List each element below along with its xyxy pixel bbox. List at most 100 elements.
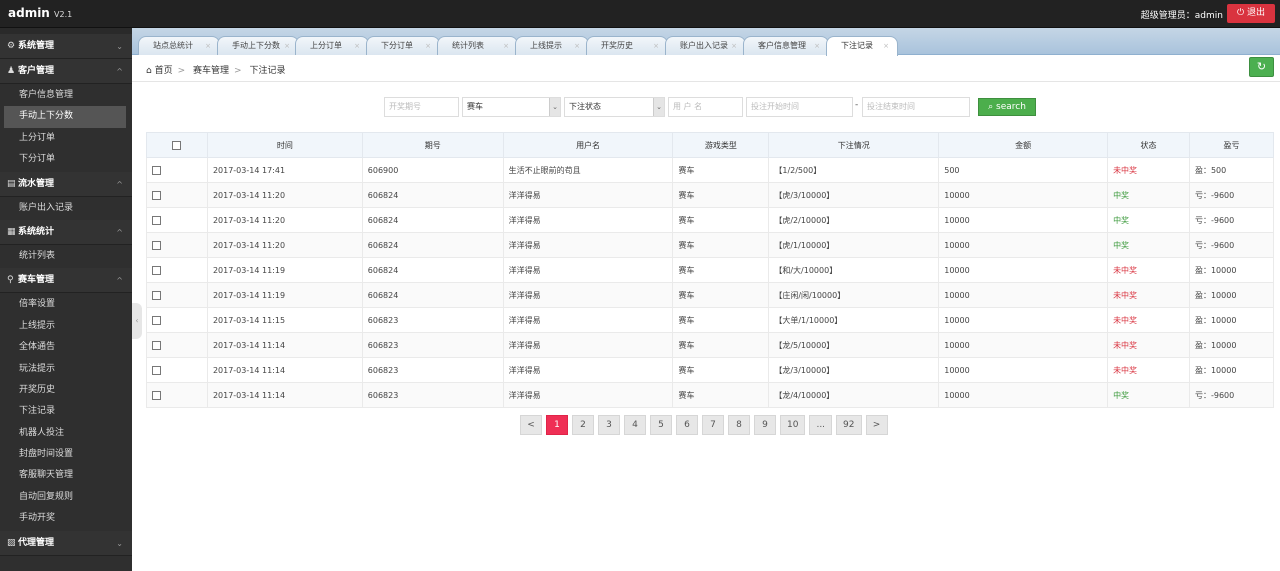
table-row: 2017-03-14 11:15 606823 洋洋得易 赛车 【大单/1/10000】… xyxy=(146,307,1275,333)
checkbox-cell xyxy=(146,332,208,358)
sidebar-group-header[interactable]: ▤ 流水管理 ^ xyxy=(0,171,132,197)
table-cell: 2017-03-14 11:14 xyxy=(206,357,363,383)
sidebar-item[interactable]: 客户信息管理 xyxy=(19,90,74,100)
tab[interactable]: 下注记录 × xyxy=(826,36,898,56)
sidebar-group-header[interactable]: ⚙ 系统管理 ⌄ xyxy=(0,34,132,59)
sidebar-item[interactable]: 机器人投注 xyxy=(19,427,65,438)
checkbox-cell xyxy=(146,282,208,308)
sidebar-item[interactable]: 下注记录 xyxy=(19,406,56,417)
sidebar-item[interactable]: 手动开奖 xyxy=(19,513,56,524)
page-button[interactable]: 9 xyxy=(754,415,776,435)
tab[interactable]: 上线提示 × xyxy=(515,36,589,55)
chevron-down-icon: ⌄ xyxy=(116,42,123,51)
username-input[interactable]: 用 户 名 xyxy=(668,97,743,117)
bet-records-table: 时间 期号 用户名 游戏类型 下注情况 金额 状态 盈亏 2017-03-14 17:41 60… xyxy=(146,132,1275,408)
sidebar-item[interactable]: 上分订单 xyxy=(19,132,56,143)
end-time-input[interactable]: 投注结束时间 xyxy=(862,97,970,117)
row-checkbox[interactable] xyxy=(152,365,161,375)
table-row: 2017-03-14 11:14 606823 洋洋得易 赛车 【龙/3/10000】 1… xyxy=(146,357,1275,383)
sidebar-item[interactable]: 统计列表 xyxy=(19,250,56,261)
sidebar-group-label: 赛车管理 xyxy=(18,275,55,286)
page-button[interactable]: 10 xyxy=(780,415,806,435)
next-page-button[interactable]: > xyxy=(865,415,888,435)
close-icon[interactable]: × xyxy=(205,42,211,50)
sidebar-item[interactable]: 倍率设置 xyxy=(19,299,56,310)
row-checkbox[interactable] xyxy=(152,215,161,225)
tab[interactable]: 客户信息管理 × xyxy=(743,36,829,55)
row-checkbox[interactable] xyxy=(152,240,161,250)
sidebar-item[interactable]: 封盘时间设置 xyxy=(19,449,74,460)
table-cell: 【虎/2/10000】 xyxy=(768,207,940,233)
breadcrumb-section[interactable]: 赛车管理 xyxy=(193,66,230,76)
tab-label: 站点总统计 xyxy=(153,41,193,50)
table-cell: 盈：500 xyxy=(1188,157,1275,183)
page-button[interactable]: 1 xyxy=(546,415,568,435)
select-all-checkbox[interactable] xyxy=(172,140,182,150)
tab[interactable]: 统计列表 × xyxy=(437,36,518,55)
page-button[interactable]: 4 xyxy=(624,415,646,435)
tab[interactable]: 上分订单 × xyxy=(295,36,369,55)
close-icon[interactable]: × xyxy=(731,42,737,50)
table-cell: 【龙/4/10000】 xyxy=(768,382,940,408)
status-select[interactable]: 下注状态 ⌄ xyxy=(564,97,665,117)
breadcrumb-home[interactable]: 首页 xyxy=(154,66,173,76)
page-button[interactable]: 5 xyxy=(650,415,672,435)
close-icon[interactable]: × xyxy=(354,42,360,50)
row-checkbox[interactable] xyxy=(152,165,161,175)
tab[interactable]: 手动上下分数 × xyxy=(217,36,299,55)
search-button[interactable]: ⌕ search xyxy=(978,98,1036,116)
sidebar-item[interactable]: 账户出入记录 xyxy=(19,202,74,213)
page-button[interactable]: 7 xyxy=(702,415,724,435)
row-checkbox[interactable] xyxy=(152,390,161,400)
sidebar-group-header[interactable]: ♟ 客户管理 ^ xyxy=(0,59,132,84)
logout-button[interactable]: ⏻ 退出 xyxy=(1227,4,1275,23)
sidebar-item[interactable]: 客服聊天管理 xyxy=(19,470,74,481)
row-checkbox[interactable] xyxy=(152,290,161,300)
row-checkbox[interactable] xyxy=(152,315,161,325)
start-time-input[interactable]: 投注开始时间 xyxy=(746,97,853,117)
close-icon[interactable]: × xyxy=(284,42,290,50)
table-cell: 606824 xyxy=(361,182,504,208)
tab[interactable]: 下分订单 × xyxy=(366,36,440,55)
close-icon[interactable]: × xyxy=(425,42,431,50)
close-icon[interactable]: × xyxy=(574,42,580,50)
page-button[interactable]: 3 xyxy=(598,415,620,435)
table-row: 2017-03-14 11:20 606824 洋洋得易 赛车 【虎/1/10000】 1… xyxy=(146,232,1275,258)
tab[interactable]: 站点总统计 × xyxy=(138,36,220,55)
sidebar-group-header[interactable]: ⚲ 赛车管理 ^ xyxy=(0,268,132,294)
sidebar-item[interactable]: 下分订单 xyxy=(19,154,56,165)
issue-number-input[interactable]: 开奖期号 xyxy=(384,97,459,117)
prev-page-button[interactable]: < xyxy=(520,415,542,435)
sidebar-item[interactable]: 上线提示 xyxy=(19,320,56,331)
page-button[interactable]: 2 xyxy=(572,415,594,435)
row-checkbox[interactable] xyxy=(152,340,161,350)
close-icon[interactable]: × xyxy=(883,42,889,50)
table-cell: 洋洋得易 xyxy=(502,207,674,233)
close-icon[interactable]: × xyxy=(503,42,509,50)
row-checkbox[interactable] xyxy=(152,190,161,200)
table-cell: 赛车 xyxy=(672,232,770,258)
checkbox-cell xyxy=(146,357,208,383)
tab[interactable]: 账户出入记录 × xyxy=(665,36,746,55)
range-separator: - xyxy=(855,100,859,110)
collapse-sidebar-toggle[interactable]: ‹ xyxy=(132,303,142,339)
page-button[interactable]: 6 xyxy=(676,415,698,435)
sidebar-item[interactable]: 玩法提示 xyxy=(19,363,56,374)
game-select[interactable]: 赛车 ⌄ xyxy=(462,97,561,117)
row-checkbox[interactable] xyxy=(152,265,161,275)
checkbox-cell xyxy=(146,207,208,233)
refresh-button[interactable]: ↻ xyxy=(1249,57,1274,77)
table-cell: 洋洋得易 xyxy=(502,307,674,333)
tab[interactable]: 开奖历史 × xyxy=(586,36,668,55)
sidebar-group-header[interactable]: ▦ 系统统计 ^ xyxy=(0,219,132,245)
sidebar-group-header[interactable]: ▨ 代理管理 ⌄ xyxy=(0,530,132,556)
close-icon[interactable]: × xyxy=(814,42,820,50)
table-cell: 赛车 xyxy=(672,357,770,383)
sidebar-item[interactable]: 全体通告 xyxy=(19,342,56,353)
page-button[interactable]: 92 xyxy=(836,415,862,435)
sidebar-item[interactable]: 开奖历史 xyxy=(19,384,56,395)
sidebar-item[interactable]: 手动上下分数 xyxy=(4,106,126,128)
page-button[interactable]: 8 xyxy=(728,415,750,435)
sidebar-item[interactable]: 自动回复规则 xyxy=(19,491,74,502)
close-icon[interactable]: × xyxy=(653,42,659,50)
